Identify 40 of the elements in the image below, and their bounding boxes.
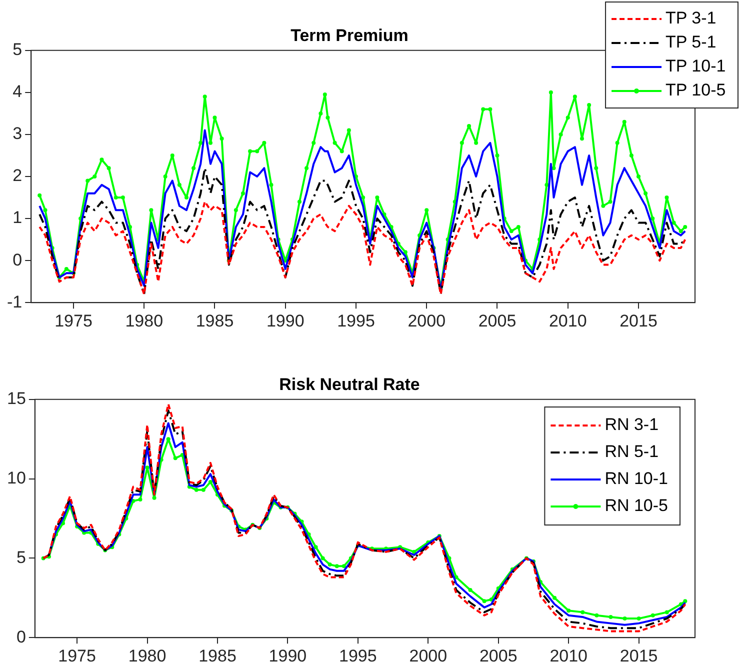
x-tick-label: 2015 <box>620 311 658 330</box>
chart-title: Term Premium <box>290 26 408 45</box>
legend-label: TP 10-1 <box>666 56 726 76</box>
x-tick-label: 2005 <box>478 311 516 330</box>
legend-label: RN 3-1 <box>604 415 659 434</box>
legend-label: TP 3-1 <box>666 8 716 28</box>
x-tick-label: 2015 <box>620 646 658 666</box>
x-tick-label: 2005 <box>479 646 518 666</box>
x-tick-label: 1990 <box>268 646 307 666</box>
x-tick-label: 1995 <box>339 646 377 666</box>
y-tick-label: 5 <box>16 548 26 567</box>
legend-label: RN 10-1 <box>604 469 668 488</box>
x-tick-label: 2010 <box>550 646 588 666</box>
x-tick-label: 2010 <box>548 311 587 330</box>
legend-label: TP 5-1 <box>666 32 716 52</box>
x-tick-label: 1990 <box>266 311 304 330</box>
x-tick-label: 1975 <box>58 646 96 666</box>
legend-label: RN 5-1 <box>604 442 659 462</box>
y-tick-label: 10 <box>6 468 26 488</box>
line-series <box>38 200 686 296</box>
legend-label: TP 10-5 <box>666 80 726 100</box>
x-tick-label: 1980 <box>128 646 166 666</box>
chart-title: Risk Neutral Rate <box>279 374 420 394</box>
x-tick-label: 1985 <box>196 311 234 330</box>
y-tick-label: 1 <box>12 208 22 228</box>
x-tick-label: 2000 <box>409 646 448 666</box>
y-tick-label: -1 <box>6 292 22 312</box>
x-tick-label: 1985 <box>198 646 236 666</box>
y-tick-label: 0 <box>12 250 22 270</box>
x-tick-label: 1995 <box>337 311 375 330</box>
legend-label: RN 10-5 <box>604 496 668 516</box>
y-tick-label: 2 <box>12 166 22 186</box>
y-tick-label: 5 <box>12 40 22 60</box>
x-tick-label: 1980 <box>125 311 164 330</box>
y-tick-label: 3 <box>12 124 22 144</box>
y-tick-label: 15 <box>6 389 26 408</box>
x-tick-label: 1975 <box>54 311 92 330</box>
y-tick-label: 4 <box>12 82 22 102</box>
y-tick-label: 0 <box>16 627 26 646</box>
x-tick-label: 2000 <box>408 311 446 330</box>
